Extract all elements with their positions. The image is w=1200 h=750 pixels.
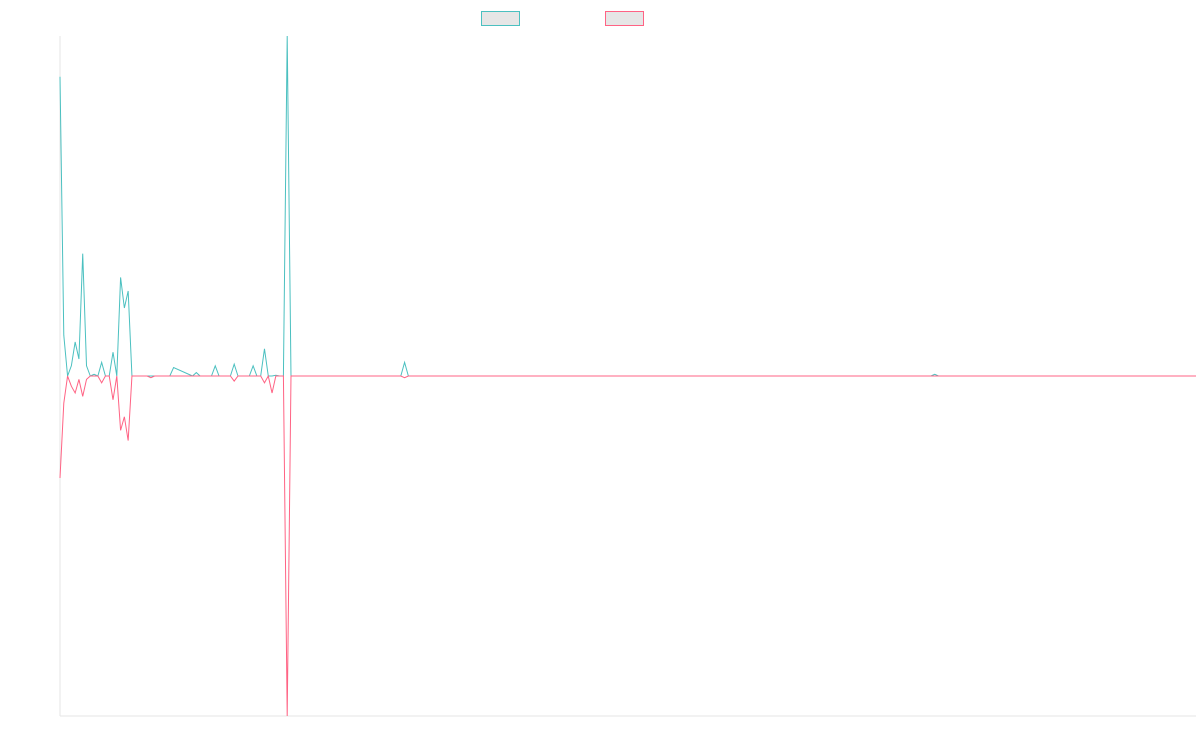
legend-swatch-series-1 <box>481 10 520 26</box>
series-2-line <box>59 374 1196 717</box>
legend-item-series-2[interactable] <box>605 9 650 27</box>
series-1-line <box>59 35 1196 377</box>
legend-item-series-1[interactable] <box>481 9 526 27</box>
series-layer <box>59 35 1196 717</box>
legend <box>0 9 1200 27</box>
legend-swatch-series-2 <box>605 10 644 26</box>
